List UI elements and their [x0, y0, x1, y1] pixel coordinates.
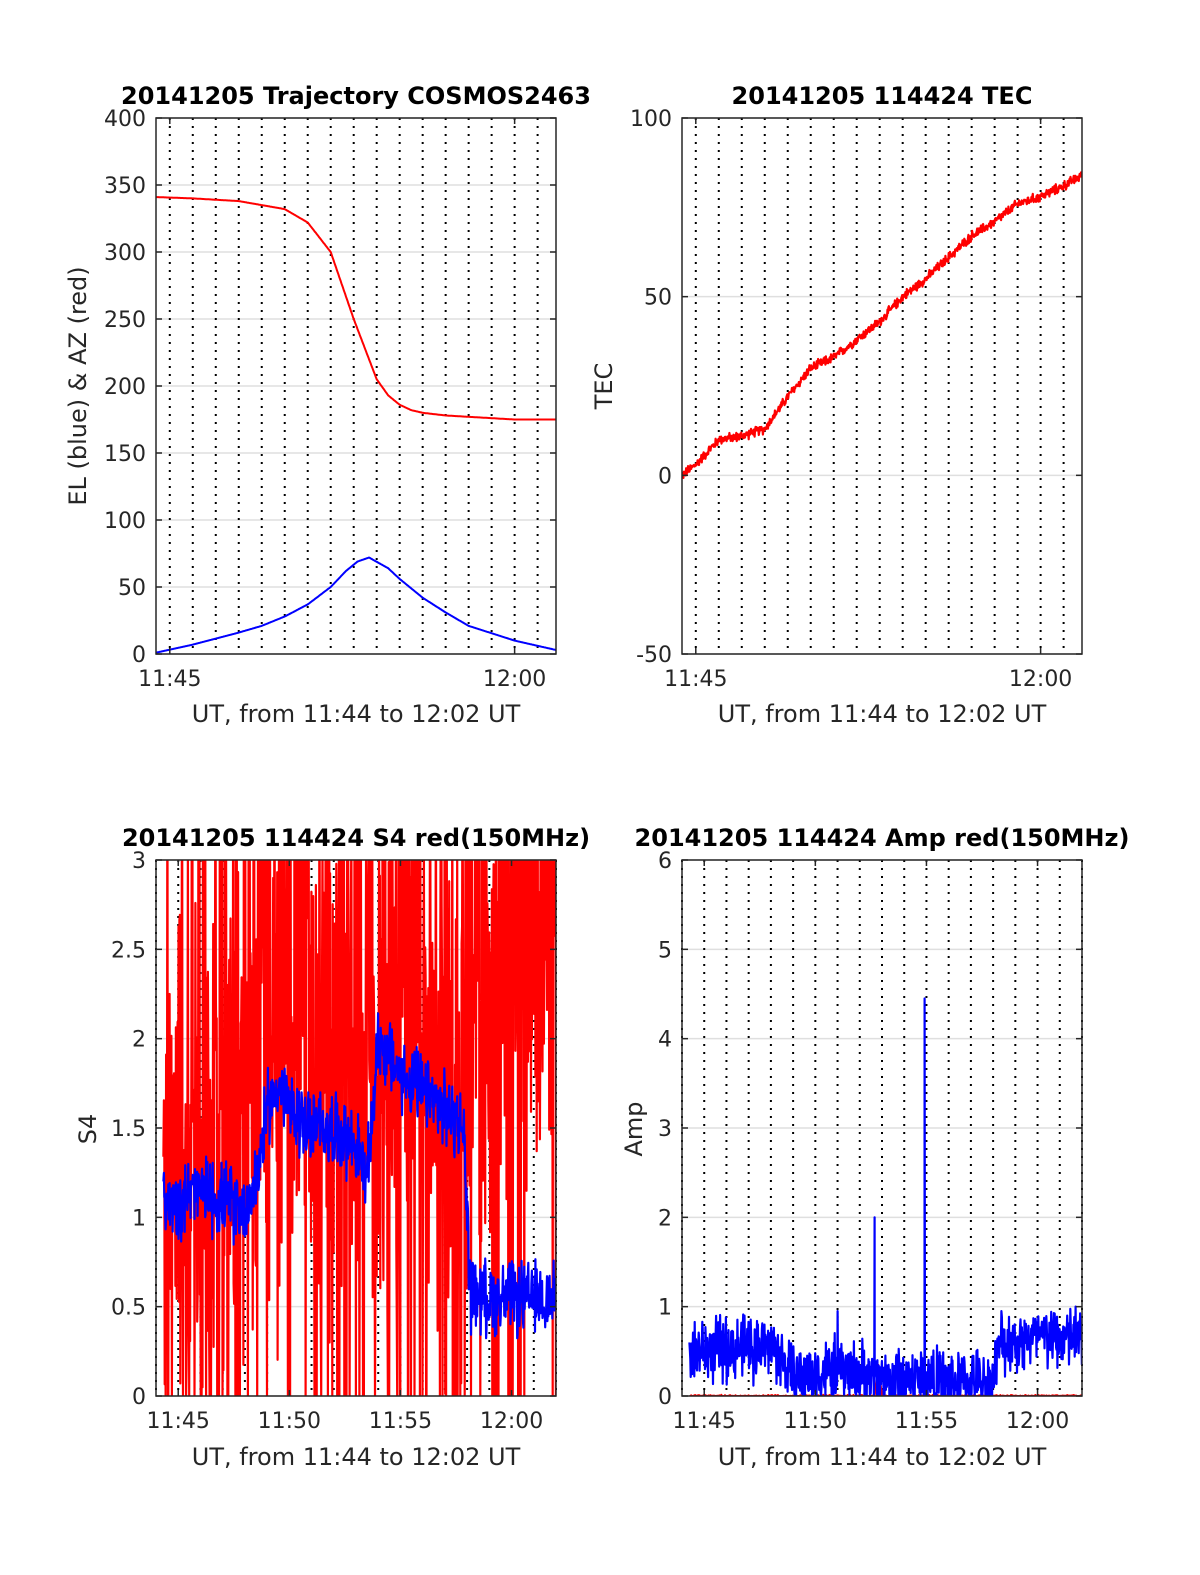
- trajectory-ytick-label: 200: [104, 375, 146, 400]
- tec-ytick-label: 0: [658, 464, 672, 489]
- amp-xtick-label: 12:00: [1006, 1409, 1069, 1434]
- amp-ytick-label: 6: [658, 849, 672, 874]
- amp-ytick-label: 3: [658, 1117, 672, 1142]
- s4-series-1: [162, 1012, 556, 1340]
- s4-ytick-label: 1: [132, 1206, 146, 1231]
- tec-xlabel: UT, from 11:44 to 12:02 UT: [718, 700, 1047, 728]
- s4-xtick-label: 11:55: [369, 1409, 432, 1434]
- amp-ytick-label: 0: [658, 1385, 672, 1410]
- trajectory-series-group: [156, 196, 556, 654]
- trajectory-ytick-label: 300: [104, 241, 146, 266]
- s4-ytick-label: 2: [132, 1028, 146, 1053]
- s4-title: 20141205 114424 S4 red(150MHz): [122, 824, 590, 852]
- tec-series-0: [682, 171, 1082, 479]
- tec-ylabel: TEC: [590, 363, 618, 411]
- s4-ytick-label: 0: [132, 1385, 146, 1410]
- amp-ytick-label: 5: [658, 938, 672, 963]
- trajectory-xtick-label: 12:00: [483, 667, 546, 692]
- tec-title: 20141205 114424 TEC: [732, 82, 1033, 110]
- trajectory-ytick-label: 0: [132, 643, 146, 668]
- trajectory-series-1: [156, 556, 556, 654]
- s4-xtick-label: 11:45: [147, 1409, 210, 1434]
- s4-panel: 0 0.5 1 1.5 2 2.5 3 11:45 11:50 11:55 12:00: [111, 849, 557, 1434]
- tec-frame: [681, 117, 1083, 655]
- trajectory-xtick-label: 11:45: [138, 667, 201, 692]
- trajectory-title: 20141205 Trajectory COSMOS2463: [121, 82, 591, 110]
- s4-series-group: [162, 860, 556, 1396]
- amp-panel: 0 1 2 3 4 5 6 11:45 11:50 11:55 12:00: [658, 849, 1083, 1434]
- tec-ytick-label: 100: [630, 107, 672, 132]
- trajectory-ytick-label: 50: [118, 576, 146, 601]
- trajectory-ytick-label: 250: [104, 308, 146, 333]
- trajectory-xlabel: UT, from 11:44 to 12:02 UT: [192, 700, 521, 728]
- amp-xtick-label: 11:50: [784, 1409, 847, 1434]
- tec-xtick-label: 12:00: [1009, 667, 1072, 692]
- amp-ytick-label: 1: [658, 1296, 672, 1321]
- amp-xlabel: UT, from 11:44 to 12:02 UT: [718, 1443, 1047, 1471]
- s4-xtick-label: 12:00: [480, 1409, 543, 1434]
- s4-ylabel: S4: [74, 1114, 102, 1145]
- amp-xtick-label: 11:45: [673, 1409, 736, 1434]
- s4-xlabel: UT, from 11:44 to 12:02 UT: [192, 1443, 521, 1471]
- tec-ytick-label: -50: [636, 643, 672, 668]
- trajectory-ylabel: EL (blue) & AZ (red): [64, 266, 92, 505]
- trajectory-series-0: [156, 196, 556, 421]
- trajectory-panel: 0 50 100 150 200 250 300 350 400 11:45 12:00: [104, 107, 557, 692]
- trajectory-ytick-label: 400: [104, 107, 146, 132]
- trajectory-ytick-label: 350: [104, 174, 146, 199]
- s4-ytick-label: 0.5: [111, 1296, 146, 1321]
- s4-xtick-label: 11:50: [258, 1409, 321, 1434]
- trajectory-ytick-label: 100: [104, 509, 146, 534]
- tec-xtick-label: 11:45: [664, 667, 727, 692]
- s4-ytick-label: 1.5: [111, 1117, 146, 1142]
- amp-title: 20141205 114424 Amp red(150MHz): [635, 824, 1130, 852]
- tec-panel: -50 0 50 100 11:45 12:00: [630, 107, 1083, 692]
- s4-ytick-label: 3: [132, 849, 146, 874]
- tec-ytick-label: 50: [644, 286, 672, 311]
- amp-ylabel: Amp: [620, 1101, 648, 1156]
- trajectory-ytick-label: 150: [104, 442, 146, 467]
- amp-ytick-label: 2: [658, 1206, 672, 1231]
- amp-xtick-label: 11:55: [895, 1409, 958, 1434]
- amp-ytick-label: 4: [658, 1028, 672, 1053]
- tec-series-group: [682, 171, 1082, 479]
- s4-ytick-label: 2.5: [111, 938, 146, 963]
- amp-series-1: [688, 997, 1082, 1396]
- s4-series-0: [162, 860, 556, 1396]
